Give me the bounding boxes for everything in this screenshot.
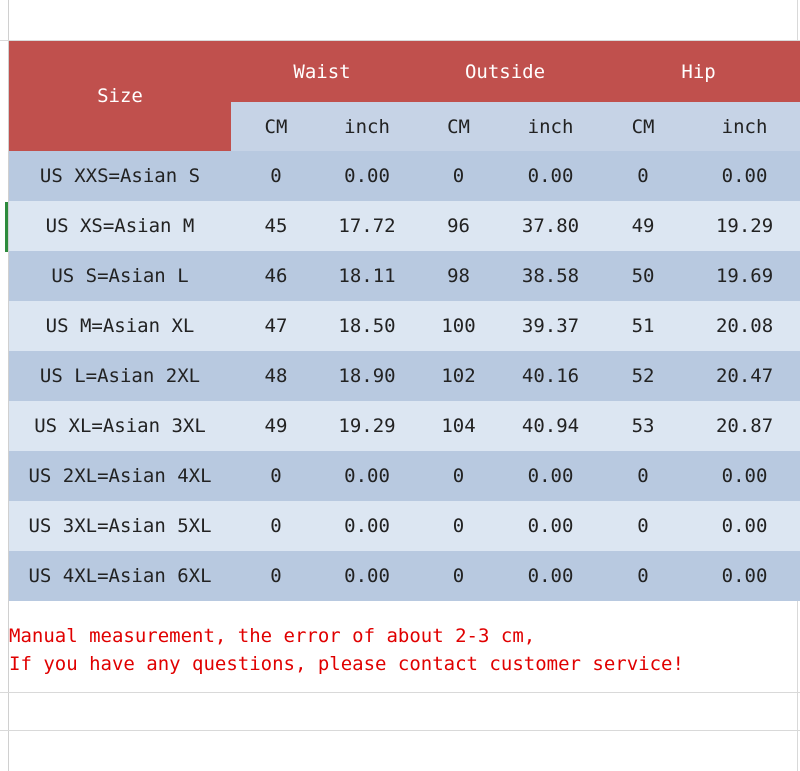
hip-cm-cell[interactable]: 0 (597, 151, 690, 201)
hip-cm-cell[interactable]: 52 (597, 351, 690, 401)
outside-group-header: Outside (413, 41, 598, 102)
outside-cm-cell[interactable]: 102 (413, 351, 505, 401)
outside-inch-header: inch (504, 102, 598, 151)
waist-cm-cell[interactable]: 0 (231, 151, 321, 201)
waist-inch-cell[interactable]: 0.00 (321, 551, 414, 601)
hip-inch-cell[interactable]: 0.00 (689, 451, 800, 501)
waist-cm-cell[interactable]: 0 (231, 501, 321, 551)
outside-inch-cell[interactable]: 0.00 (504, 501, 598, 551)
waist-inch-cell[interactable]: 18.11 (321, 251, 414, 301)
waist-inch-cell[interactable]: 18.50 (321, 301, 414, 351)
size-cell[interactable]: US XL=Asian 3XL (9, 401, 231, 451)
outside-inch-cell[interactable]: 40.16 (504, 351, 598, 401)
waist-cm-cell[interactable]: 46 (231, 251, 321, 301)
table-row: US XS=Asian M 45 17.72 96 37.80 49 19.29 (9, 201, 800, 251)
hip-inch-cell[interactable]: 20.08 (689, 301, 800, 351)
table-row: US L=Asian 2XL 48 18.90 102 40.16 52 20.47 (9, 351, 800, 401)
size-cell[interactable]: US S=Asian L (9, 251, 231, 301)
hip-cm-cell[interactable]: 51 (597, 301, 690, 351)
waist-inch-cell[interactable]: 18.90 (321, 351, 414, 401)
waist-cm-cell[interactable]: 49 (231, 401, 321, 451)
hip-cm-cell[interactable]: 0 (597, 551, 690, 601)
size-cell[interactable]: US 3XL=Asian 5XL (9, 501, 231, 551)
size-chart-table: Size Waist Outside Hip CM inch CM inch C… (9, 41, 800, 601)
size-cell[interactable]: US M=Asian XL (9, 301, 231, 351)
hip-cm-header: CM (597, 102, 690, 151)
gridline (0, 40, 800, 41)
hip-inch-header: inch (689, 102, 800, 151)
waist-cm-cell[interactable]: 48 (231, 351, 321, 401)
outside-inch-cell[interactable]: 0.00 (504, 151, 598, 201)
table-row: US 3XL=Asian 5XL 0 0.00 0 0.00 0 0.00 (9, 501, 800, 551)
outside-inch-cell[interactable]: 38.58 (504, 251, 598, 301)
hip-cm-cell[interactable]: 0 (597, 451, 690, 501)
outside-inch-cell[interactable]: 0.00 (504, 551, 598, 601)
note-line-contact: If you have any questions, please contac… (9, 653, 684, 675)
hip-cm-cell[interactable]: 50 (597, 251, 690, 301)
outside-cm-cell[interactable]: 104 (413, 401, 505, 451)
outside-cm-header: CM (413, 102, 505, 151)
hip-inch-cell[interactable]: 20.87 (689, 401, 800, 451)
hip-group-header: Hip (597, 41, 800, 102)
outside-inch-cell[interactable]: 40.94 (504, 401, 598, 451)
size-cell[interactable]: US 2XL=Asian 4XL (9, 451, 231, 501)
size-column-header: Size (9, 41, 231, 151)
size-cell[interactable]: US XS=Asian M (9, 201, 231, 251)
hip-inch-cell[interactable]: 0.00 (689, 501, 800, 551)
waist-inch-cell[interactable]: 19.29 (321, 401, 414, 451)
waist-inch-cell[interactable]: 17.72 (321, 201, 414, 251)
waist-cm-cell[interactable]: 45 (231, 201, 321, 251)
outside-cm-cell[interactable]: 100 (413, 301, 505, 351)
outside-cm-cell[interactable]: 0 (413, 151, 505, 201)
table-row: US M=Asian XL 47 18.50 100 39.37 51 20.08 (9, 301, 800, 351)
table-row: US 4XL=Asian 6XL 0 0.00 0 0.00 0 0.00 (9, 551, 800, 601)
waist-cm-cell[interactable]: 0 (231, 551, 321, 601)
waist-cm-header: CM (231, 102, 321, 151)
waist-cm-cell[interactable]: 47 (231, 301, 321, 351)
table-row: US XL=Asian 3XL 49 19.29 104 40.94 53 20.87 (9, 401, 800, 451)
table-row: US S=Asian L 46 18.11 98 38.58 50 19.69 (9, 251, 800, 301)
outside-inch-cell[interactable]: 0.00 (504, 451, 598, 501)
hip-inch-cell[interactable]: 19.29 (689, 201, 800, 251)
waist-inch-header: inch (321, 102, 414, 151)
measurement-notes: Manual measurement, the error of about 2… (9, 622, 789, 678)
hip-cm-cell[interactable]: 53 (597, 401, 690, 451)
outside-cm-cell[interactable]: 0 (413, 501, 505, 551)
hip-inch-cell[interactable]: 20.47 (689, 351, 800, 401)
hip-inch-cell[interactable]: 0.00 (689, 151, 800, 201)
waist-inch-cell[interactable]: 0.00 (321, 451, 414, 501)
gridline (0, 730, 800, 731)
waist-group-header: Waist (231, 41, 414, 102)
hip-inch-cell[interactable]: 0.00 (689, 551, 800, 601)
outside-inch-cell[interactable]: 37.80 (504, 201, 598, 251)
selected-row-indicator (5, 202, 8, 252)
waist-inch-cell[interactable]: 0.00 (321, 501, 414, 551)
gridline (0, 692, 800, 693)
size-cell[interactable]: US 4XL=Asian 6XL (9, 551, 231, 601)
size-cell[interactable]: US XXS=Asian S (9, 151, 231, 201)
hip-cm-cell[interactable]: 49 (597, 201, 690, 251)
size-cell[interactable]: US L=Asian 2XL (9, 351, 231, 401)
table-row: US 2XL=Asian 4XL 0 0.00 0 0.00 0 0.00 (9, 451, 800, 501)
outside-inch-cell[interactable]: 39.37 (504, 301, 598, 351)
outside-cm-cell[interactable]: 0 (413, 451, 505, 501)
outside-cm-cell[interactable]: 0 (413, 551, 505, 601)
waist-cm-cell[interactable]: 0 (231, 451, 321, 501)
waist-inch-cell[interactable]: 0.00 (321, 151, 414, 201)
hip-cm-cell[interactable]: 0 (597, 501, 690, 551)
note-line-measurement: Manual measurement, the error of about 2… (9, 625, 536, 647)
table-row: US XXS=Asian S 0 0.00 0 0.00 0 0.00 (9, 151, 800, 201)
hip-inch-cell[interactable]: 19.69 (689, 251, 800, 301)
row-header-gutter[interactable] (0, 0, 9, 771)
outside-cm-cell[interactable]: 96 (413, 201, 505, 251)
outside-cm-cell[interactable]: 98 (413, 251, 505, 301)
